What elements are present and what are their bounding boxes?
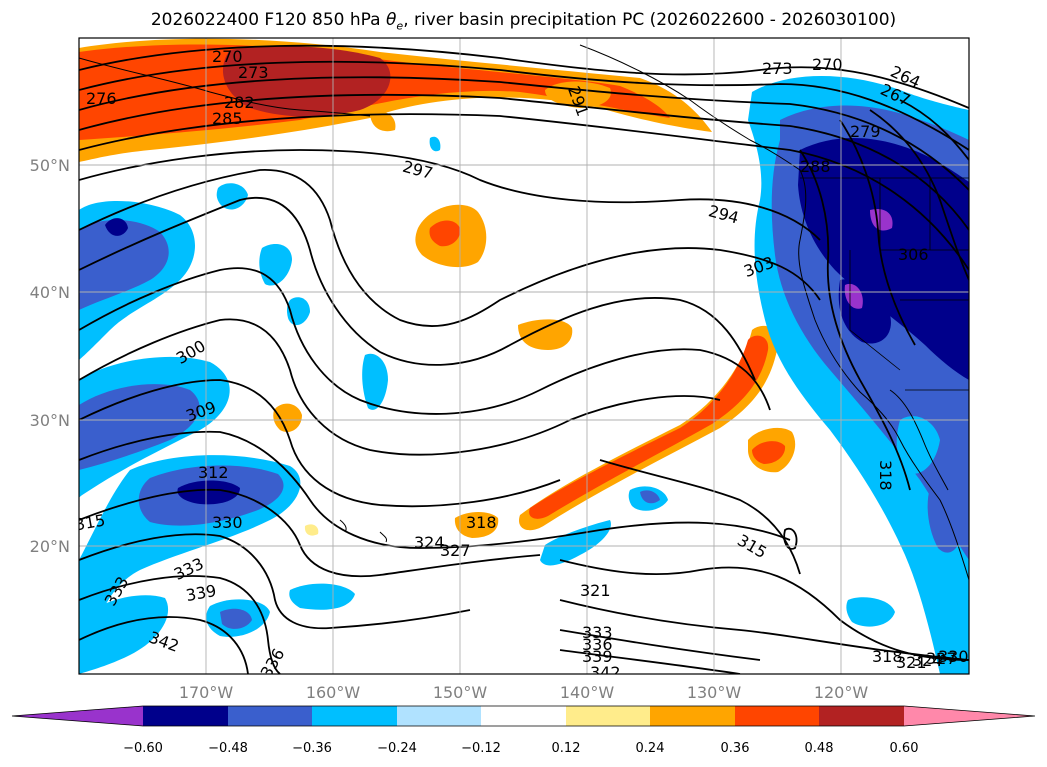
contour-label: 321 xyxy=(580,581,611,600)
lat-label: 50°N xyxy=(30,156,70,175)
contour-label: 318 xyxy=(872,647,903,666)
contour-label: 273 xyxy=(238,63,269,82)
positive-anomaly-band xyxy=(519,325,779,531)
lon-label: 150°W xyxy=(433,683,488,702)
title-suffix: , river basin precipitation PC (20260226… xyxy=(403,10,897,30)
colorbar-tick-label: 0.36 xyxy=(721,741,750,756)
gridlines xyxy=(79,38,969,674)
contour-label: 321 xyxy=(896,653,927,672)
contour-label: 342 xyxy=(590,663,621,682)
colorbar-tick-label: 0.24 xyxy=(636,741,665,756)
positive-anomaly-blobs xyxy=(273,204,796,538)
title-prefix: 2026022400 F120 850 hPa xyxy=(150,10,386,30)
colorbar-segment xyxy=(735,706,819,726)
contour-label: 327 xyxy=(440,541,471,560)
contour-label: 327 xyxy=(926,649,957,668)
lat-label: 30°N xyxy=(30,411,70,430)
title-theta: θ xyxy=(386,10,397,30)
colorbar-tick-label: −0.24 xyxy=(377,741,417,756)
colorbar-tick-label: 0.60 xyxy=(890,741,919,756)
contour-label: 312 xyxy=(198,463,229,482)
contour-label: 333 xyxy=(582,623,613,642)
colorbar-tick-label: 0.48 xyxy=(805,741,834,756)
colorbar-segment xyxy=(143,706,228,726)
lon-label: 160°W xyxy=(306,683,361,702)
colorbar: −0.60 −0.48 −0.36 −0.24 −0.12 0.12 0.24 … xyxy=(11,705,1036,756)
colorbar-segment xyxy=(819,706,904,726)
colorbar-tick-label: −0.48 xyxy=(208,741,248,756)
lon-label: 130°W xyxy=(687,683,742,702)
longitude-labels: 170°W 160°W 150°W 140°W 130°W 120°W xyxy=(179,683,869,702)
colorbar-segment xyxy=(312,706,397,726)
colorbar-segment xyxy=(397,706,481,726)
contour-label: 336 xyxy=(582,635,613,654)
contour-label: 318 xyxy=(876,460,895,491)
colorbar-segment xyxy=(650,706,735,726)
contour-label: 285 xyxy=(212,109,243,128)
contour-label: 288 xyxy=(800,157,831,176)
lat-label: 40°N xyxy=(30,283,70,302)
page-title: 2026022400 F120 850 hPa θe, river basin … xyxy=(0,10,1047,32)
contour-label: 339 xyxy=(582,647,613,666)
contour-label: 273 xyxy=(762,59,793,78)
contour-label: 270 xyxy=(812,55,843,74)
contour-label: 276 xyxy=(86,89,117,108)
map-area: 270 273 276 282 285 291 273 270 264 267 … xyxy=(79,38,969,682)
colorbar-outline xyxy=(11,705,1036,727)
contour-label: 324 xyxy=(912,651,943,670)
colorbar-segment xyxy=(228,706,312,726)
contour-label: 270 xyxy=(212,47,243,66)
theta-e-contours xyxy=(79,44,969,674)
contour-label: 306 xyxy=(898,245,929,264)
colorbar-extend-low xyxy=(12,706,143,726)
colorbar-segment xyxy=(481,706,566,726)
colorbar-tick-label: −0.36 xyxy=(292,741,332,756)
lon-label: 170°W xyxy=(179,683,234,702)
colorbar-tick-label: −0.60 xyxy=(123,741,163,756)
lon-label: 140°W xyxy=(560,683,615,702)
latitude-labels: 50°N 40°N 30°N 20°N xyxy=(30,156,70,556)
coastlines xyxy=(79,44,969,581)
contour-label: 330 xyxy=(938,647,969,666)
colorbar-extend-high xyxy=(904,706,1035,726)
borders xyxy=(800,177,969,391)
contour-label: 279 xyxy=(850,122,881,141)
lat-label: 20°N xyxy=(30,537,70,556)
map-frame xyxy=(78,37,970,675)
title-theta-sub: e xyxy=(396,19,404,33)
contour-label: 282 xyxy=(224,93,255,112)
contour-label: 330 xyxy=(212,513,243,532)
lon-label: 120°W xyxy=(814,683,869,702)
contour-label: 318 xyxy=(466,513,497,532)
colorbar-segment xyxy=(566,706,650,726)
negative-anomaly-west xyxy=(79,183,388,674)
colorbar-tick-label: 0.12 xyxy=(552,741,581,756)
contour-label: 324 xyxy=(414,533,445,552)
colorbar-tick-label: −0.12 xyxy=(461,741,501,756)
